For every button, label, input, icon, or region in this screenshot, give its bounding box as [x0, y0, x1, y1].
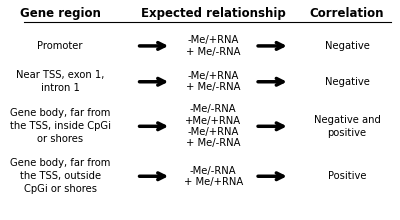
Text: Negative: Negative — [324, 77, 370, 87]
Text: Gene body, far from
the TSS, outside
CpGi or shores: Gene body, far from the TSS, outside CpG… — [10, 158, 110, 194]
Text: Gene body, far from
the TSS, inside CpGi
or shores: Gene body, far from the TSS, inside CpGi… — [10, 108, 111, 145]
Text: + Me/-RNA: + Me/-RNA — [186, 47, 240, 57]
Text: + Me/-RNA: + Me/-RNA — [186, 138, 240, 148]
Text: +Me/+RNA: +Me/+RNA — [185, 116, 241, 126]
Text: Promoter: Promoter — [38, 41, 83, 51]
Text: Positive: Positive — [328, 171, 366, 181]
Text: -Me/+RNA: -Me/+RNA — [188, 127, 239, 137]
Text: -Me/-RNA: -Me/-RNA — [190, 104, 236, 114]
Text: Expected relationship: Expected relationship — [141, 7, 286, 20]
Text: + Me/+RNA: + Me/+RNA — [184, 177, 243, 187]
Text: Near TSS, exon 1,
intron 1: Near TSS, exon 1, intron 1 — [16, 70, 104, 93]
Text: Correlation: Correlation — [310, 7, 384, 20]
Text: -Me/-RNA: -Me/-RNA — [190, 166, 236, 176]
Text: Gene region: Gene region — [20, 7, 101, 20]
Text: Negative and
positive: Negative and positive — [314, 115, 380, 138]
Text: -Me/+RNA: -Me/+RNA — [188, 71, 239, 81]
Text: -Me/+RNA: -Me/+RNA — [188, 35, 239, 45]
Text: + Me/-RNA: + Me/-RNA — [186, 82, 240, 92]
Text: Negative: Negative — [324, 41, 370, 51]
